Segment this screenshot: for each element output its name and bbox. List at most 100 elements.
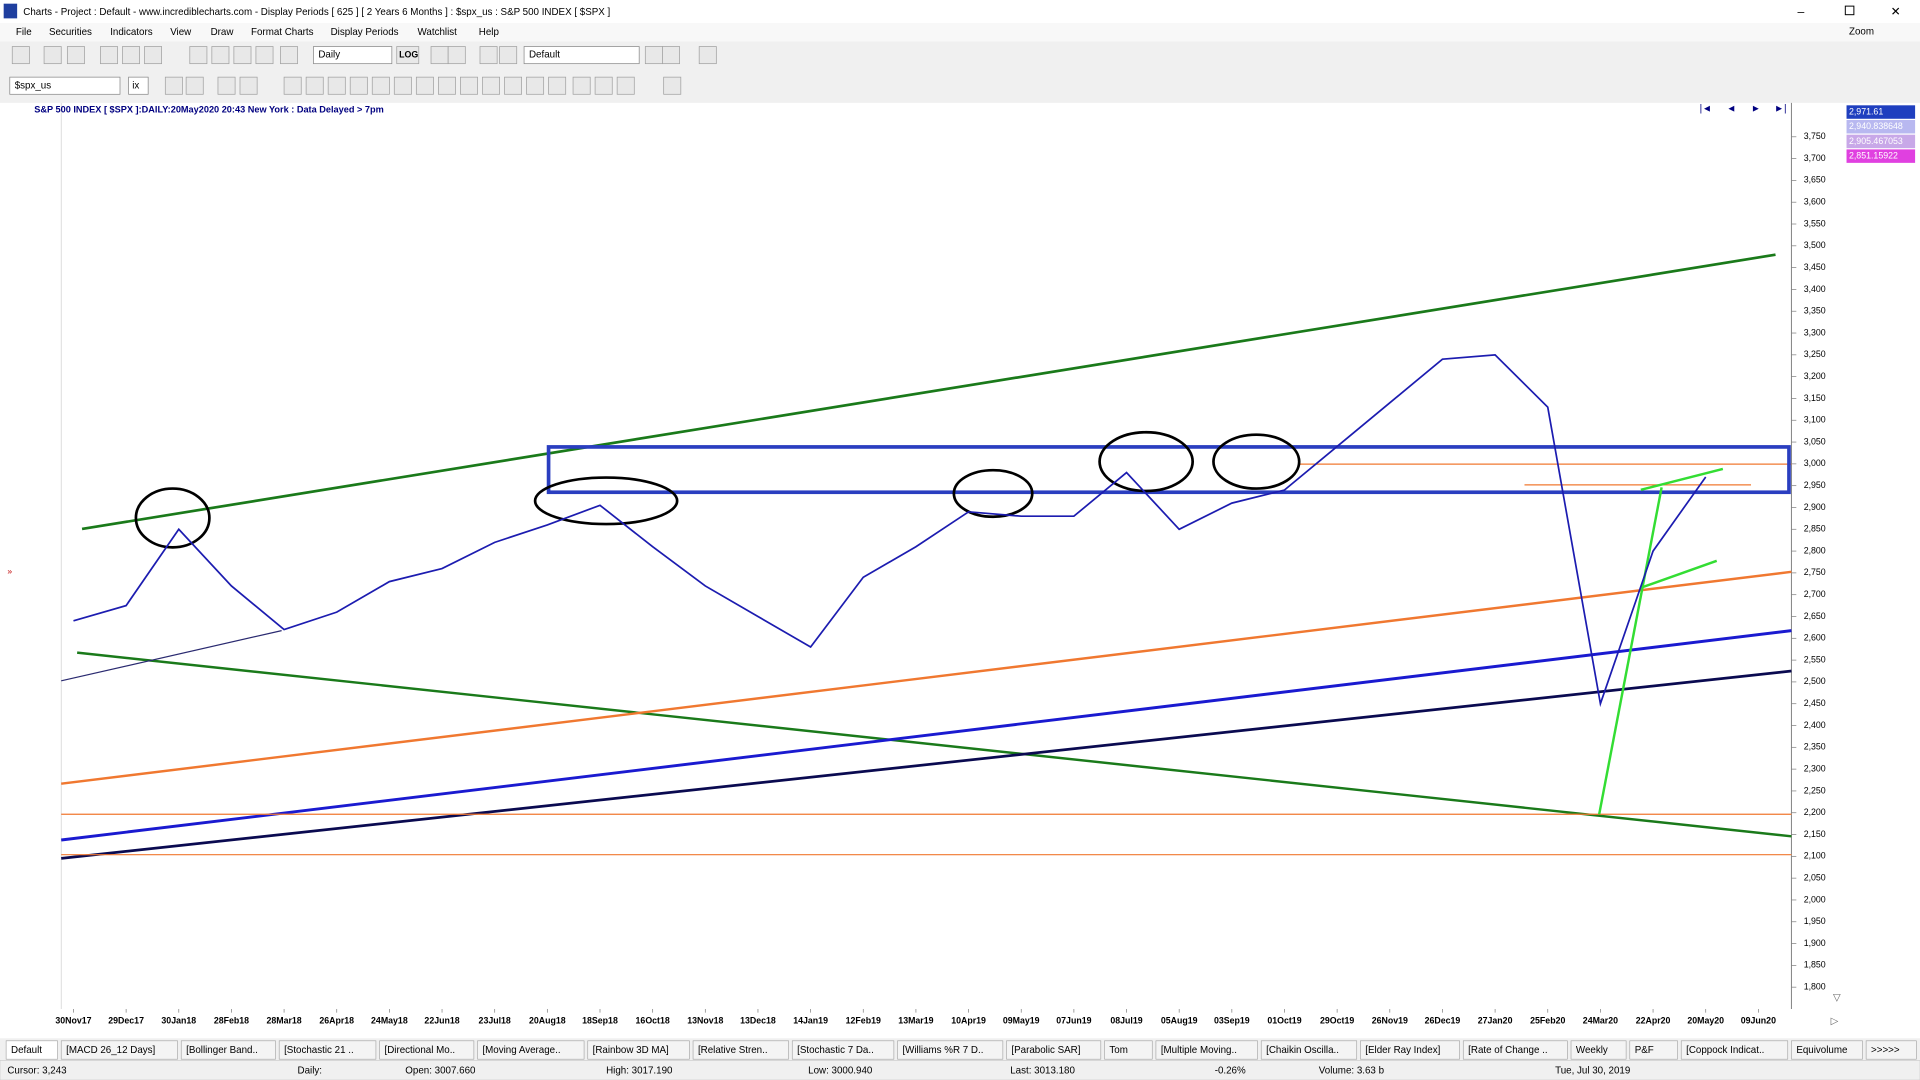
tab-label: [Directional Mo.. (384, 1045, 455, 1056)
nav-first[interactable]: |◄ (1700, 104, 1712, 115)
trend-line (61, 630, 282, 682)
minimize[interactable]: – (1798, 4, 1805, 18)
toolbar-button[interactable] (349, 76, 368, 95)
toolbar-button[interactable] (217, 76, 236, 95)
y-tick-label: 2,250 (1804, 785, 1826, 795)
tab[interactable] (587, 1040, 690, 1060)
toolbar-button[interactable] (662, 46, 680, 65)
tab[interactable] (1260, 1040, 1358, 1060)
toolbar-button[interactable] (479, 46, 498, 65)
menu-item[interactable]: Securities (49, 27, 92, 38)
toolbar-button[interactable] (616, 76, 635, 95)
y-tick-label: 2,350 (1804, 742, 1826, 752)
security-input[interactable] (9, 76, 121, 95)
toolbar-button[interactable] (280, 46, 298, 65)
tab[interactable] (60, 1040, 178, 1060)
toolbar-button[interactable] (185, 76, 204, 95)
tab[interactable] (278, 1040, 377, 1060)
toolbar-button[interactable] (144, 46, 162, 65)
toolbar-button[interactable] (239, 76, 258, 95)
tab[interactable] (1104, 1040, 1153, 1060)
menu-item[interactable]: Watchlist (418, 27, 458, 38)
toolbar-button[interactable] (283, 76, 302, 95)
log-button[interactable] (396, 46, 420, 65)
tab[interactable] (1791, 1040, 1863, 1060)
trend-line (77, 651, 1792, 838)
tab[interactable] (1462, 1040, 1568, 1060)
tab[interactable] (1680, 1040, 1789, 1060)
toolbar-button[interactable] (255, 46, 274, 65)
tab[interactable] (379, 1040, 475, 1060)
tab[interactable] (1155, 1040, 1258, 1060)
nav-next[interactable]: ► (1751, 104, 1761, 115)
x-tick-label: 29Oct19 (1320, 1016, 1354, 1026)
toolbar-button[interactable] (526, 76, 545, 95)
tab-label: [MACD 26_12 Days] (66, 1045, 155, 1056)
scroll-down[interactable]: ▽ (1833, 993, 1841, 1004)
scroll-right[interactable]: ▷ (1831, 1016, 1839, 1027)
toolbar-button[interactable] (100, 46, 118, 65)
nav-prev[interactable]: ◄ (1727, 104, 1737, 115)
tab[interactable] (1006, 1040, 1102, 1060)
tab[interactable] (1570, 1040, 1627, 1060)
y-tick-label: 3,150 (1804, 393, 1826, 403)
tab[interactable] (477, 1040, 585, 1060)
toolbar-button[interactable] (211, 46, 230, 65)
log-button-text: LOG (399, 49, 418, 59)
toolbar-button[interactable] (327, 76, 346, 95)
toolbar-button[interactable] (233, 46, 252, 65)
menu-item[interactable]: File (16, 27, 32, 38)
toolbar-button[interactable] (305, 76, 324, 95)
toolbar-button[interactable] (11, 46, 30, 65)
tab[interactable] (1360, 1040, 1460, 1060)
tab[interactable] (791, 1040, 895, 1060)
toolbar-button[interactable] (371, 76, 390, 95)
toolbar-button[interactable] (66, 46, 85, 65)
tab[interactable] (692, 1040, 789, 1060)
y-tick-label: 3,250 (1804, 349, 1826, 359)
toolbar-button[interactable] (164, 76, 183, 95)
toolbar-button[interactable] (499, 46, 518, 65)
zoom-button[interactable]: Zoom (1849, 26, 1874, 37)
tab[interactable] (897, 1040, 1004, 1060)
toolbar-button[interactable] (572, 76, 591, 95)
toolbar-button[interactable] (504, 76, 522, 95)
tab[interactable] (180, 1040, 276, 1060)
toolbar-button[interactable] (663, 76, 682, 95)
menu-item[interactable]: Display Periods (331, 27, 399, 38)
toolbar-button[interactable] (189, 46, 208, 65)
toolbar-button[interactable] (122, 46, 140, 65)
toolbar-button[interactable] (447, 46, 466, 65)
exchange-select[interactable] (128, 76, 149, 95)
toolbar-button[interactable] (482, 76, 500, 95)
exchange-select-text: ix (132, 80, 139, 91)
toolbar-button[interactable] (594, 76, 613, 95)
x-tick-label: 28Feb18 (214, 1016, 249, 1026)
tab[interactable] (1865, 1040, 1917, 1060)
toolbar-button[interactable] (438, 76, 456, 95)
menu-item[interactable]: Help (479, 27, 500, 38)
toolbar-button[interactable] (43, 46, 62, 65)
x-tick-label: 23Jul18 (479, 1016, 511, 1026)
x-tick-label: 07Jun19 (1056, 1016, 1091, 1026)
restore[interactable] (1844, 5, 1855, 16)
toolbar-button[interactable] (698, 46, 717, 65)
trend-line (61, 669, 1792, 860)
toolbar-button[interactable] (393, 76, 412, 95)
tab[interactable] (1629, 1040, 1678, 1060)
toolbar-button[interactable] (460, 76, 478, 95)
menu-item[interactable]: View (170, 27, 192, 38)
toolbar-button[interactable] (644, 46, 663, 65)
template-select[interactable] (523, 46, 640, 65)
menu-item[interactable]: Draw (211, 27, 235, 38)
nav-last[interactable]: ►| (1774, 104, 1786, 115)
template-select-text: Default (529, 50, 560, 61)
toolbar-button[interactable] (415, 76, 434, 95)
close[interactable]: ✕ (1891, 4, 1901, 18)
toolbar-button[interactable] (548, 76, 567, 95)
toolbar-button[interactable] (430, 46, 449, 65)
menu-item[interactable]: Indicators (110, 27, 153, 38)
period-select[interactable] (313, 46, 393, 65)
tab[interactable] (5, 1040, 58, 1060)
menu-item[interactable]: Format Charts (251, 27, 314, 38)
